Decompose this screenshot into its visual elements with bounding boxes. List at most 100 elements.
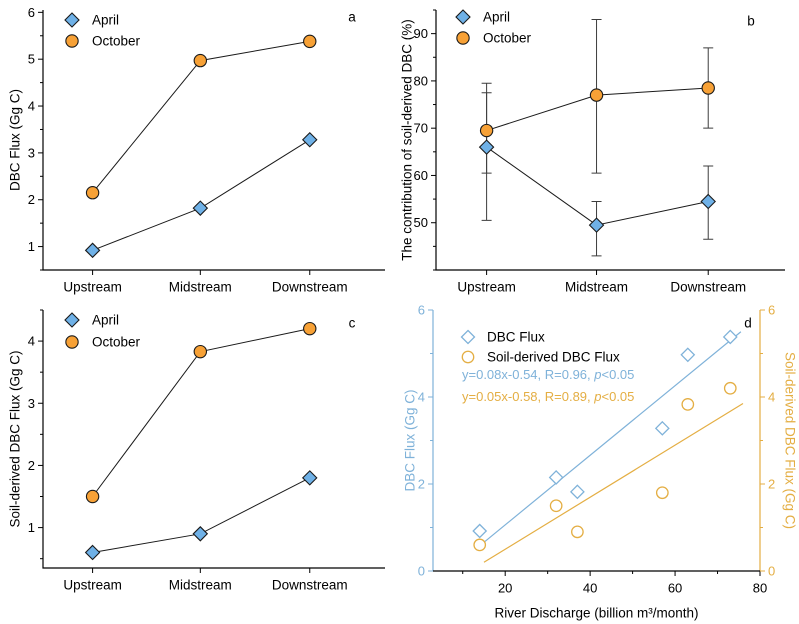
x-tick-label: 60: [668, 581, 682, 596]
left-y-axis-title: DBC Flux (Gg C): [403, 389, 418, 491]
data-point: [84, 544, 101, 561]
series-line: [486, 146, 709, 226]
x-tick-label: Upstream: [457, 280, 516, 295]
data-point: [701, 81, 715, 95]
y-tick-label: 1: [28, 520, 35, 535]
panel-a-dbc-flux: 1 2 3 4 5 6 Upstream Midstream Downstream DBC Flu…: [0, 0, 400, 300]
right-y-tick-label: 6: [768, 303, 775, 318]
x-tick-label: 20: [498, 581, 512, 596]
data-point: [549, 499, 563, 513]
data-point: [700, 193, 716, 210]
data-point: [654, 420, 670, 436]
data-point: [569, 484, 585, 500]
data-point: [681, 398, 695, 411]
legend-label: April: [483, 10, 510, 25]
legend-circle-marker: [65, 34, 79, 48]
right-y-tick-label: 0: [768, 564, 775, 579]
y-axis-title: Soil-derived DBC Flux (Gg C): [8, 350, 23, 527]
y-tick-label: 60: [414, 168, 428, 183]
fit-line: [483, 331, 742, 543]
legend-diamond-marker: [64, 312, 80, 328]
panel-b-chart: 50 60 70 80 90 Upstream Midstream Downstream The…: [400, 9, 785, 295]
y-tick-label: 50: [414, 215, 428, 230]
data-point: [301, 470, 318, 486]
panel-letter: c: [349, 316, 356, 331]
data-point: [84, 242, 101, 259]
panel-d-discharge-scatter: 20 40 60 80 0 2 4 6 0 2 4 6 DBC Flux (Gg C) Soil-deri…: [400, 300, 799, 624]
right-y-tick-label: 4: [768, 390, 775, 405]
legend-circle-marker: [461, 350, 475, 364]
data-point: [655, 486, 669, 500]
y-tick-label: 2: [28, 192, 35, 207]
data-point: [85, 185, 100, 200]
axes: [435, 10, 785, 271]
data-point: [722, 329, 738, 345]
x-tick-label: Midstream: [565, 280, 628, 295]
y-tick-label: 4: [28, 99, 35, 114]
data-point: [479, 123, 494, 138]
panel-letter: a: [348, 10, 356, 25]
y-tick-label: 5: [28, 52, 35, 67]
panel-a-chart: 1 2 3 4 5 6 Upstream Midstream Downstream DBC Flu…: [8, 5, 385, 295]
x-tick-label: Downstream: [272, 578, 348, 593]
data-point: [301, 131, 318, 148]
data-point: [192, 526, 209, 542]
legend-diamond-marker: [460, 329, 476, 345]
legend-label: April: [92, 13, 119, 28]
x-tick-label: Upstream: [63, 578, 122, 593]
data-point: [193, 53, 208, 68]
y-tick-label: 3: [28, 396, 35, 411]
data-point: [723, 381, 737, 395]
left-y-tick-label: 6: [418, 303, 425, 318]
data-point: [193, 344, 208, 359]
data-point: [85, 489, 100, 504]
panel-letter: b: [747, 14, 755, 29]
data-point: [548, 470, 564, 485]
y-axis-title: DBC Flux (Gg C): [8, 89, 23, 191]
x-tick-label: 80: [753, 581, 767, 596]
left-y-tick-label: 4: [418, 390, 425, 405]
series-line: [92, 477, 310, 553]
right-y-axis-title: Soil-derived DBC Flux (Gg C): [783, 352, 798, 529]
data-point: [680, 347, 696, 363]
y-tick-label: 70: [414, 121, 428, 136]
legend-circle-marker: [456, 31, 470, 45]
legend-label: October: [92, 34, 141, 49]
data-point: [303, 321, 317, 336]
fit-line: [483, 403, 744, 563]
x-tick-label: Downstream: [272, 280, 348, 295]
axes: [42, 310, 385, 569]
x-tick-label: Midstream: [169, 578, 232, 593]
data-point: [473, 538, 487, 552]
legend-label: April: [92, 313, 119, 328]
axes: [42, 10, 385, 271]
y-tick-label: 90: [414, 26, 428, 41]
panel-c-soil-derived-flux: 1 2 3 4 Upstream Midstream Downstream Soil-deri…: [0, 300, 400, 624]
legend-circle-marker: [65, 335, 79, 349]
y-tick-label: 6: [28, 5, 35, 20]
legend-label: October: [92, 335, 141, 350]
x-tick-label: Upstream: [63, 280, 122, 295]
panel-b-soil-contribution: 50 60 70 80 90 Upstream Midstream Downstream The…: [400, 0, 799, 300]
series-line: [92, 139, 311, 251]
y-tick-label: 1: [28, 239, 35, 254]
left-y-tick-label: 2: [418, 477, 425, 492]
data-point: [192, 200, 209, 216]
data-point: [478, 139, 495, 155]
x-axis-title: River Discharge (billion m³/month): [494, 606, 698, 621]
legend-label: DBC Flux: [487, 330, 545, 345]
panel-c-chart: 1 2 3 4 Upstream Midstream Downstream Soil-deri…: [8, 309, 385, 593]
data-point: [303, 34, 317, 49]
y-tick-label: 3: [28, 145, 35, 160]
regression-equation: y=0.08x-0.54, R=0.96, p<0.05: [462, 367, 634, 382]
regression-equation: y=0.05x-0.58, R=0.89, p<0.05: [462, 389, 634, 404]
legend-label: October: [483, 31, 532, 46]
y-tick-label: 4: [28, 334, 35, 349]
data-point: [472, 523, 488, 539]
x-tick-label: Midstream: [169, 280, 232, 295]
data-point: [588, 217, 605, 233]
legend-diamond-marker: [64, 12, 80, 28]
legend-diamond-marker: [455, 9, 471, 25]
